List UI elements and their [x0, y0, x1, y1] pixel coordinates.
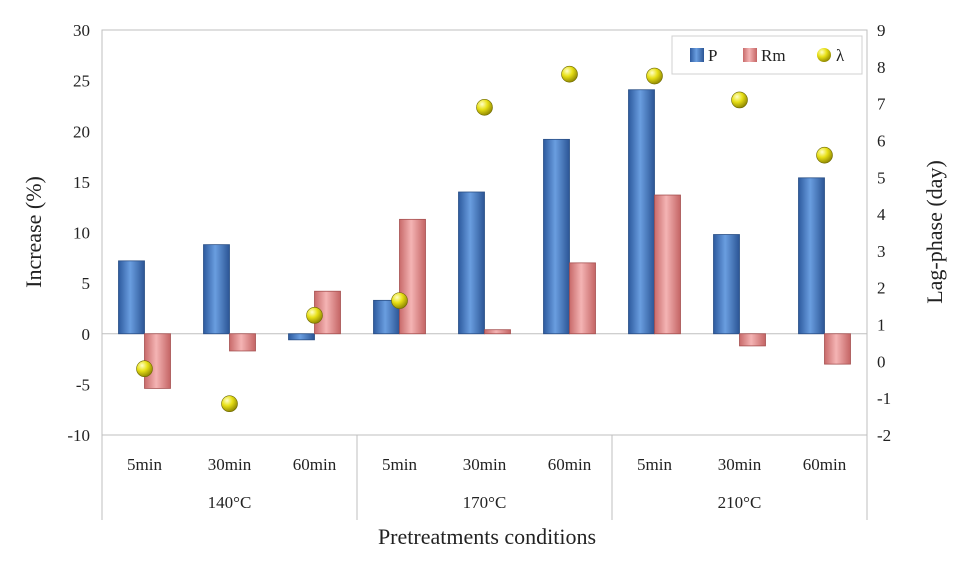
point-lambda — [391, 292, 408, 309]
bar-rm — [399, 218, 426, 335]
point-lambda — [221, 395, 238, 413]
point-lambda — [816, 146, 833, 164]
bar-p — [543, 138, 570, 335]
category-labels: 5min 30min 60min 5min 30min 60min 5min 30min 60m… — [127, 455, 847, 474]
group-label: 210°C — [718, 493, 762, 512]
category-label: 60min — [293, 455, 337, 474]
bar-p — [798, 177, 825, 335]
y2-tick-label: -2 — [877, 426, 891, 445]
y2-tick-label: 4 — [877, 205, 886, 224]
bar-p — [203, 244, 230, 335]
category-label: 60min — [548, 455, 592, 474]
y-tick-label: 20 — [73, 122, 90, 141]
legend: P Rm λ — [671, 35, 863, 75]
y-tick-label: 15 — [73, 173, 90, 192]
y-tick-label: 10 — [73, 224, 90, 243]
group-label: 140°C — [208, 493, 252, 512]
category-label: 5min — [127, 455, 162, 474]
legend-marker-lambda — [817, 48, 831, 62]
point-lambda — [136, 360, 153, 378]
bar-rm — [654, 194, 681, 335]
y-tick-label: -5 — [76, 375, 90, 394]
bar-rm — [144, 333, 171, 389]
y2-tick-label: -1 — [877, 389, 891, 408]
x-axis-title: Pretreatments conditions — [378, 524, 596, 549]
y-axis-title: Increase (%) — [21, 176, 46, 288]
left-axis-ticks: -10 -5 0 5 10 15 20 25 30 — [67, 21, 90, 445]
group-label: 170°C — [463, 493, 507, 512]
y2-tick-label: 1 — [877, 316, 886, 335]
point-lambda — [476, 99, 493, 116]
y2-tick-label: 7 — [877, 95, 886, 114]
category-label: 5min — [637, 455, 672, 474]
y2-tick-label: 0 — [877, 352, 886, 371]
legend-swatch-rm — [743, 48, 757, 62]
y2-tick-label: 2 — [877, 279, 886, 298]
y-tick-label: 5 — [82, 274, 91, 293]
lag-phase-points — [136, 65, 833, 413]
y-tick-label: -10 — [67, 426, 90, 445]
category-divider-lines — [101, 435, 868, 520]
legend-label-lambda: λ — [836, 46, 845, 65]
point-lambda — [306, 307, 323, 324]
bar-rm — [569, 262, 596, 335]
y-tick-label: 30 — [73, 21, 90, 40]
bar-rm — [229, 333, 256, 352]
category-label: 60min — [803, 455, 847, 474]
y2-tick-label: 8 — [877, 58, 886, 77]
bar-p — [118, 260, 145, 335]
y2-axis-title: Lag-phase (day) — [922, 160, 947, 304]
y2-tick-label: 6 — [877, 131, 886, 150]
y-tick-label: 25 — [73, 72, 90, 91]
bar-p — [288, 333, 315, 341]
category-label: 5min — [382, 455, 417, 474]
category-label: 30min — [208, 455, 252, 474]
category-label: 30min — [718, 455, 762, 474]
category-label: 30min — [463, 455, 507, 474]
y2-tick-label: 3 — [877, 242, 886, 261]
point-lambda — [646, 67, 663, 85]
legend-label-rm: Rm — [761, 46, 786, 65]
legend-swatch-p — [690, 48, 704, 62]
right-axis-ticks: -2 -1 0 1 2 3 4 5 6 7 8 9 — [877, 21, 891, 445]
group-labels: 140°C 170°C 210°C — [208, 493, 762, 512]
bar-p — [713, 234, 740, 335]
y2-tick-label: 5 — [877, 168, 886, 187]
plot-area — [101, 29, 868, 436]
bars — [118, 89, 851, 389]
y2-tick-label: 9 — [877, 21, 886, 40]
bar-rm — [484, 329, 511, 335]
bar-p — [458, 191, 485, 335]
bar-rm — [739, 333, 766, 347]
point-lambda — [561, 65, 578, 83]
point-lambda — [731, 91, 748, 109]
y-tick-label: 0 — [82, 325, 91, 344]
bar-rm — [824, 333, 851, 365]
bar-p — [628, 89, 655, 335]
legend-label-p: P — [708, 46, 717, 65]
